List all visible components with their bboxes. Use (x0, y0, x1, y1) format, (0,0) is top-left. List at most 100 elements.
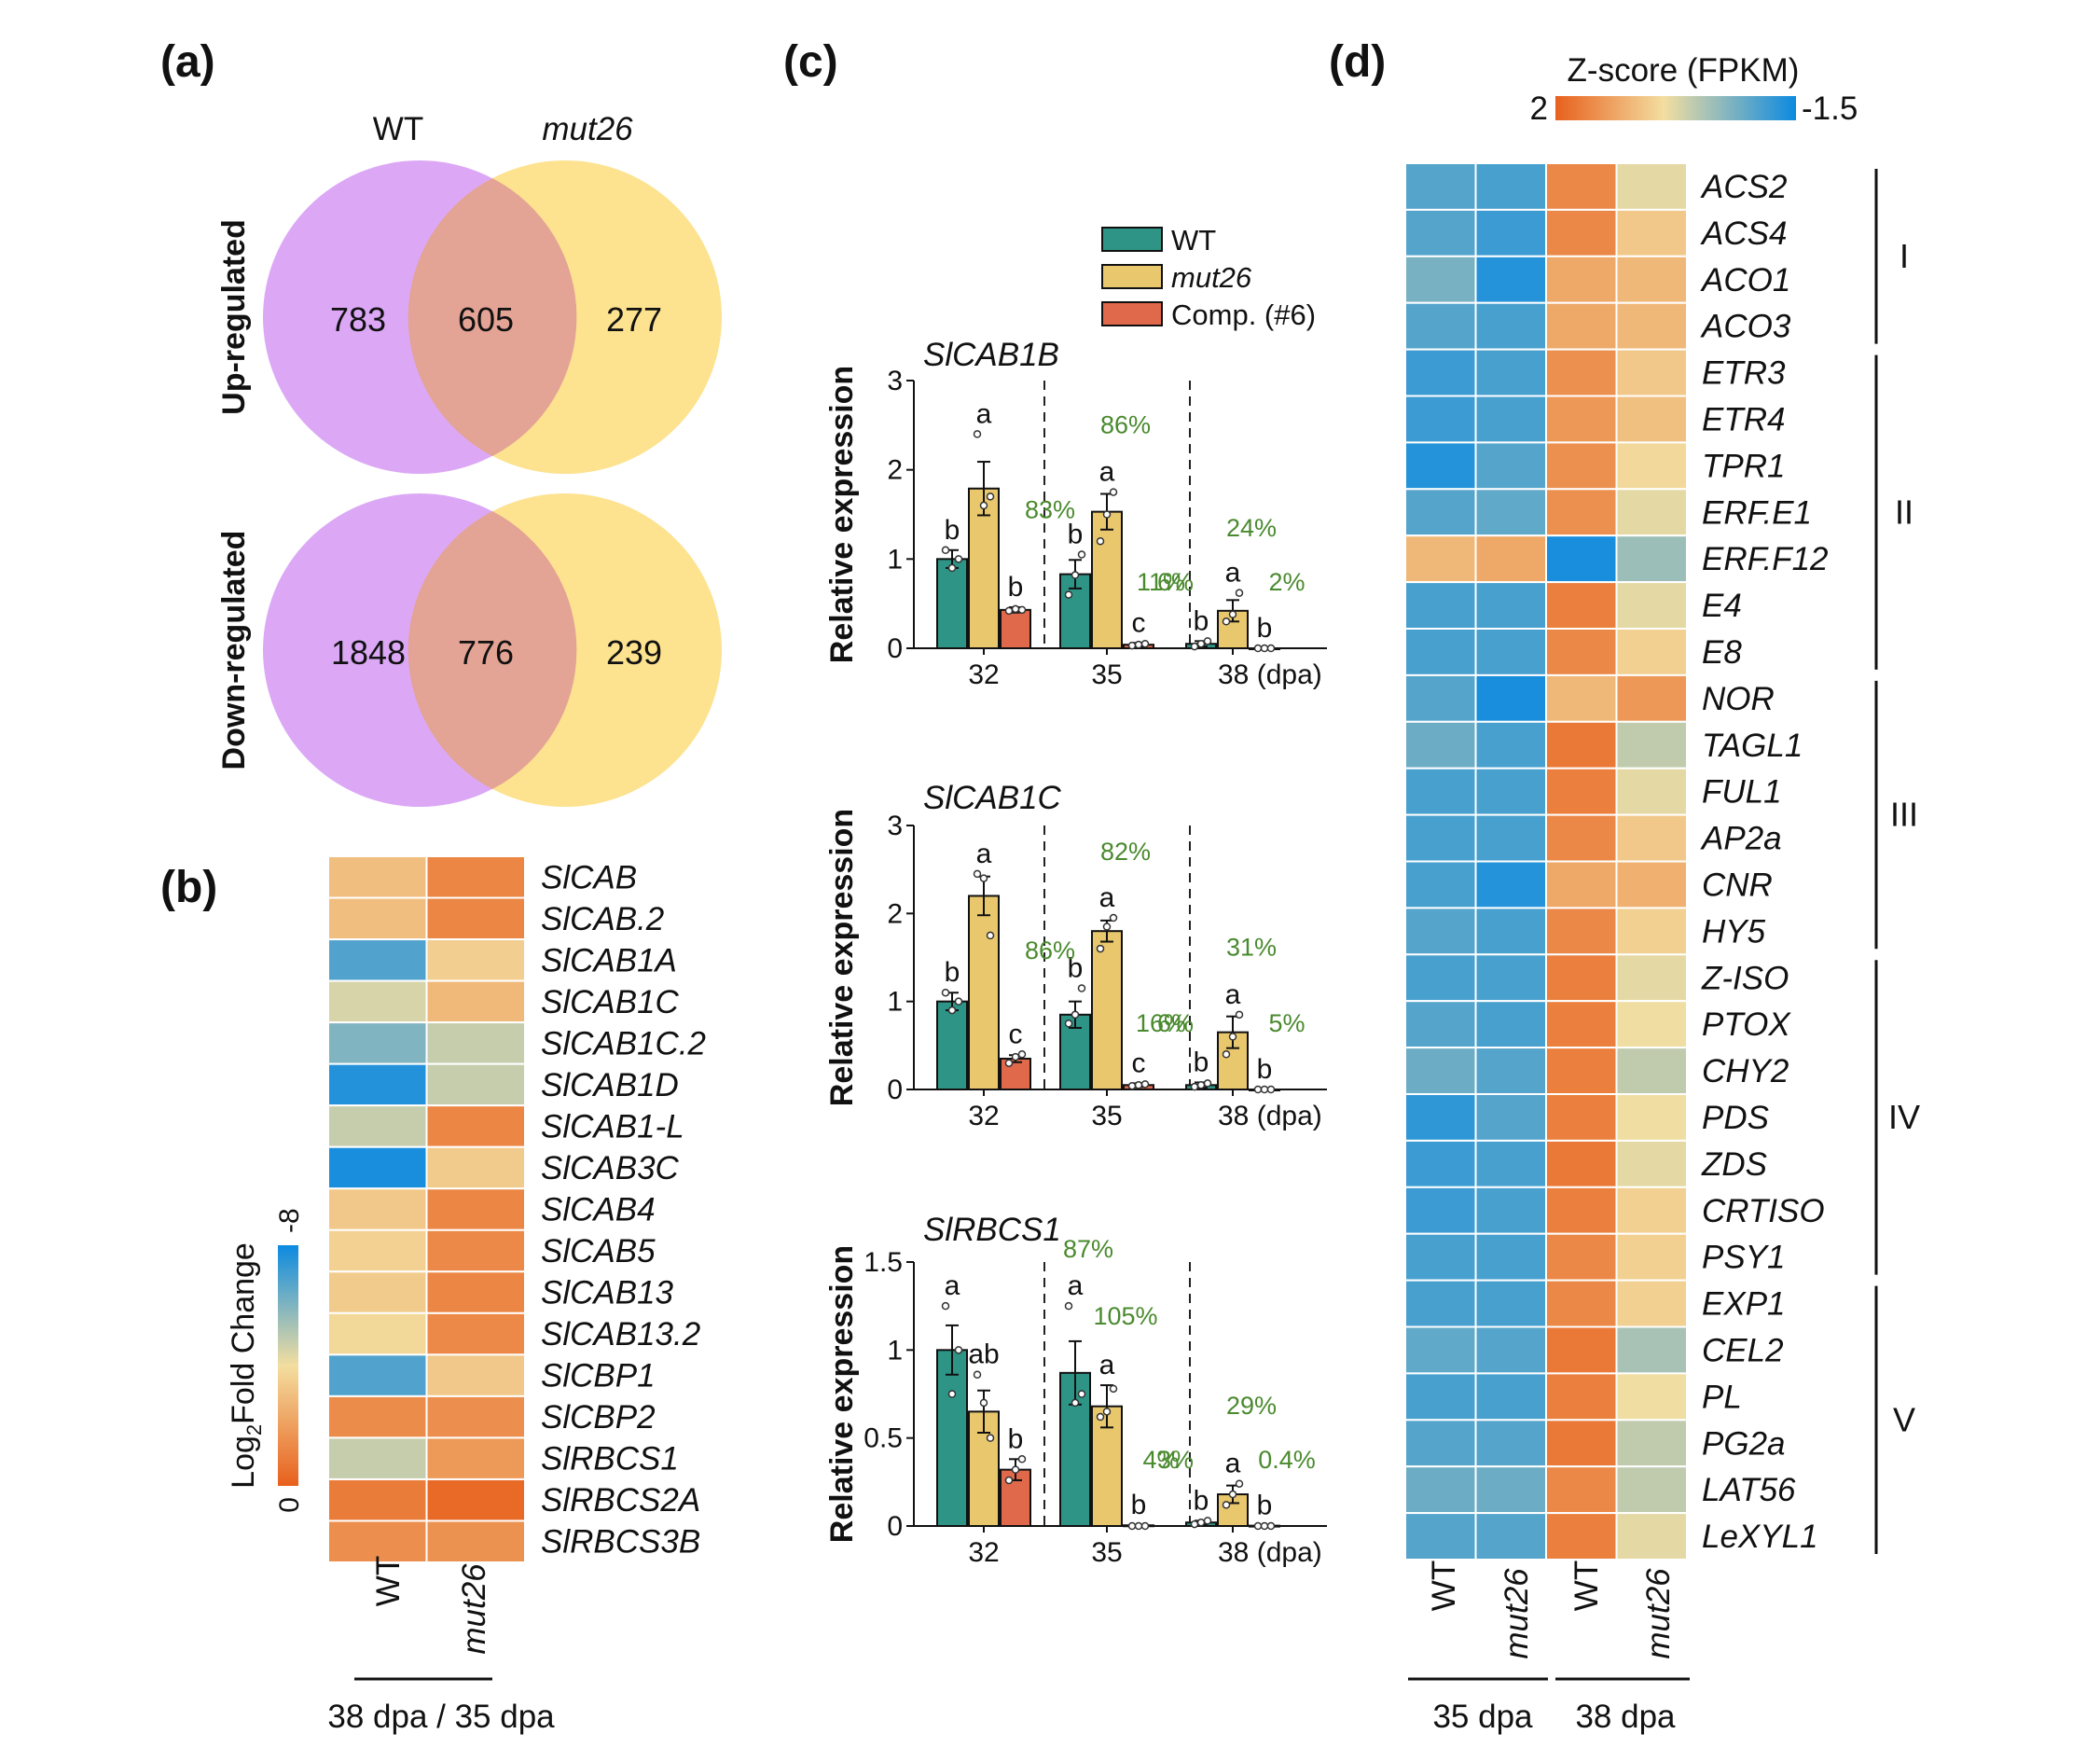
heatmap-d-cell (1474, 208, 1547, 257)
venn-down-both: 776 (458, 633, 514, 672)
heatmap-b-cell (425, 855, 526, 899)
percent-label: 105% (1093, 1302, 1157, 1330)
x-tick-label: 35 (1091, 659, 1122, 690)
venn-panel: WT mut26 783 605 277 Up-regulated 1848 7… (216, 111, 722, 807)
data-point (1102, 510, 1112, 519)
heatmap-d-cell (1474, 395, 1547, 444)
data-point (1071, 571, 1080, 579)
heatmap-d-cell (1615, 301, 1688, 351)
heatmap-d-cell (1615, 1372, 1688, 1422)
percent-label: 31% (1226, 934, 1277, 962)
panel-label-c: (c) (783, 37, 838, 87)
heatmap-d-gene-label: CRTISO (1702, 1193, 1825, 1229)
y-tick-label: 3 (887, 366, 903, 396)
data-point (1077, 1390, 1086, 1398)
data-point (1203, 1079, 1212, 1088)
data-point (1228, 1033, 1237, 1041)
heatmap-b-cell (327, 1021, 428, 1065)
data-point (1096, 1412, 1105, 1422)
heatmap-d-gene-label: E4 (1702, 588, 1742, 624)
x-tick-label: 38 (dpa) (1218, 1101, 1322, 1131)
data-point (1109, 488, 1118, 496)
heatmap-d-cell (1615, 907, 1688, 956)
heatmap-b-cell (327, 1104, 428, 1148)
venn-down-overlap (408, 511, 577, 789)
heatmap-d-cell (1615, 1465, 1688, 1515)
data-point (1134, 1081, 1143, 1089)
heatmap-d-cell (1545, 673, 1618, 723)
heatmap-d-cell (1404, 1093, 1477, 1142)
venn-up-both: 605 (458, 300, 514, 339)
y-axis-label: Relative expression (824, 809, 860, 1106)
heatmap-d-gene-label: ETR4 (1702, 401, 1785, 437)
heatmap-d-cell (1474, 813, 1547, 863)
heatmap-b-cell (327, 1187, 428, 1231)
data-point (1011, 1465, 1020, 1474)
heatmap-b-gene-labels: SlCAB SlCAB.2 SlCAB1A SlCAB1C SlCAB1C.2 SlCAB… (541, 859, 706, 1560)
y-axis-label: Relative expression (824, 366, 860, 663)
data-point (1102, 1408, 1112, 1416)
heatmap-d-cell (1474, 581, 1547, 630)
heatmap-d-cell (1404, 1419, 1477, 1468)
data-point (1064, 1301, 1073, 1311)
heatmap-b-cell (327, 855, 428, 899)
heatmap-d-cell (1474, 673, 1547, 723)
heatmap-d-cell (1404, 860, 1477, 909)
heatmap-b-cell (327, 979, 428, 1024)
heatmap-d-cell (1474, 953, 1547, 1003)
heatmap-b-cell (327, 1062, 428, 1107)
bar (968, 895, 1000, 1091)
significance-letter: c (1009, 1019, 1023, 1049)
heatmap-b-col-mut: mut26 (456, 1563, 492, 1655)
heatmap-b-col-wt: WT (370, 1556, 407, 1606)
heatmap-d-cell (1545, 348, 1618, 397)
data-point (941, 546, 950, 555)
heatmap-b-cell (327, 1477, 428, 1522)
heatmap-d-cell (1615, 628, 1688, 676)
percent-label: 2% (1268, 568, 1305, 596)
heatmap-d-gene-label: CHY2 (1702, 1053, 1789, 1089)
data-point (979, 1398, 988, 1408)
data-point (1140, 1521, 1150, 1531)
significance-letter: a (1099, 882, 1115, 913)
data-point (1196, 1518, 1206, 1527)
heatmap-d-cell (1545, 907, 1618, 956)
heatmap-b-gene-label: SlCAB1C.2 (541, 1025, 706, 1061)
heatmap-d-cell (1474, 534, 1547, 584)
y-tick-label: 0 (887, 633, 903, 664)
heatmap-d-gene-label: ZDS (1701, 1146, 1767, 1183)
data-point (1127, 1521, 1137, 1531)
heatmap-b-cell (327, 1353, 428, 1397)
heatmap-d-cell (1404, 813, 1477, 863)
significance-letter: b (1131, 1490, 1147, 1520)
venn-down: 1848 776 239 Down-regulated (216, 493, 722, 807)
data-point (1064, 590, 1073, 599)
heatmap-d-gene-label: PG2a (1702, 1425, 1786, 1462)
heatmap-d-cell (1404, 395, 1477, 444)
heatmap-d-cell (1474, 1279, 1547, 1328)
heatmap-d-cell (1474, 1000, 1547, 1049)
heatmap-b-cell (425, 1187, 526, 1231)
data-point (1017, 1455, 1027, 1464)
heatmap-d-cell (1545, 1465, 1618, 1515)
heatmap-d-cell (1545, 1000, 1618, 1049)
heatmap-d-gene-label: ACS2 (1700, 169, 1787, 205)
data-point (1109, 1384, 1118, 1394)
heatmap-d-cell (1545, 581, 1618, 630)
heatmap-d-cell (1474, 1186, 1547, 1235)
heatmap-b-gene-label: SlCAB (541, 859, 637, 895)
heatmap-d-cell (1404, 534, 1477, 584)
heatmap-b-colorbar-max: -8 (274, 1208, 305, 1233)
data-point (947, 1390, 957, 1398)
heatmap-b-cell (425, 1477, 526, 1522)
x-tick-label: 38 (dpa) (1218, 1537, 1322, 1568)
significance-letter: b (1257, 1491, 1273, 1521)
heatmap-d-colorbar (1555, 96, 1796, 120)
bar (1091, 930, 1123, 1091)
heatmap-d-cell (1474, 1419, 1547, 1468)
heatmap-b-cell (327, 1270, 428, 1314)
data-point (1127, 641, 1137, 650)
heatmap-d-cell (1545, 628, 1618, 676)
heatmap-d-cell (1615, 162, 1688, 211)
data-point (1140, 639, 1150, 648)
